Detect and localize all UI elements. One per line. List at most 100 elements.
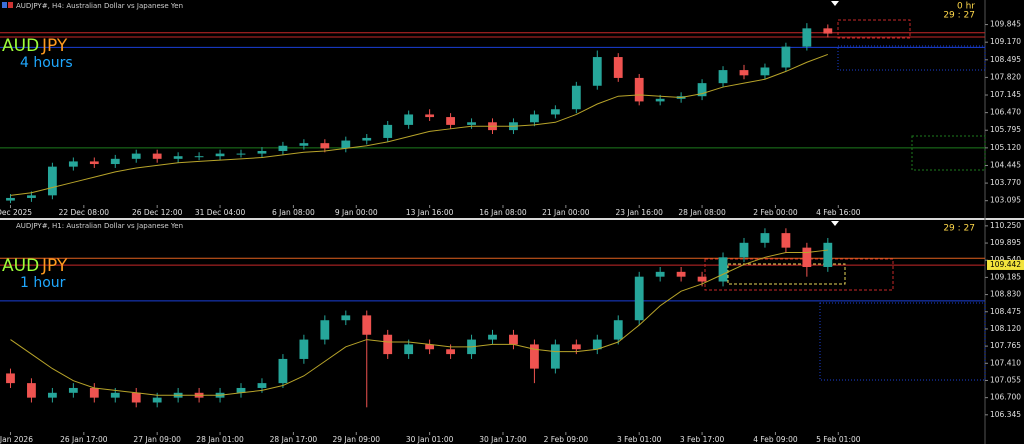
candle-body (341, 315, 351, 321)
candle-body (718, 257, 728, 282)
candle-body (530, 344, 539, 369)
countdown: 29 : 27 (943, 224, 975, 234)
candle-body (634, 77, 644, 102)
y-tick-label: 103.095 (990, 196, 1021, 205)
x-tick-label: 26 Dec 12:00 (132, 208, 183, 217)
x-tick-label: 4 Feb 09:00 (753, 435, 798, 444)
candle-body (760, 233, 770, 243)
zone-box (911, 135, 986, 171)
moving-average (10, 249, 828, 396)
candle-body (173, 156, 183, 159)
x-tick-label: 7 Dec 2025 (0, 208, 32, 217)
x-tick-label: 29 Jan 09:00 (333, 435, 381, 444)
candle-body (6, 197, 15, 201)
x-tick-label: 5 Feb 01:00 (816, 435, 861, 444)
candle-body (592, 339, 602, 350)
candle-body (152, 397, 162, 403)
x-tick-label: 31 Dec 04:00 (195, 208, 246, 217)
pair-base: AUD (2, 36, 39, 56)
y-tick-label: 107.145 (990, 90, 1021, 99)
x-tick-label: 9 Jan 00:00 (335, 208, 378, 217)
candle-body (236, 153, 246, 155)
candle-body (404, 344, 414, 355)
candle-body (110, 158, 120, 165)
candle-body (68, 387, 78, 393)
window-icon (2, 2, 7, 8)
y-tick-label: 107.055 (990, 375, 1021, 384)
x-tick-label: 2 Feb 09:00 (544, 435, 589, 444)
candle-body (613, 57, 623, 78)
y-tick-label: 109.895 (990, 238, 1021, 247)
moving-average (10, 53, 828, 196)
x-tick-label: 21 Jan 00:00 (542, 208, 590, 217)
candle-body (488, 334, 497, 340)
candle-body (446, 117, 455, 125)
candle-body (781, 233, 791, 248)
x-tick-label: 16 Jan 08:00 (479, 208, 527, 217)
candle-body (257, 150, 267, 154)
candle-body (802, 28, 812, 47)
x-tick-label: 27 Jan 09:00 (133, 435, 181, 444)
candle-body (425, 344, 435, 350)
candle-body (676, 271, 686, 277)
candle-body (739, 242, 749, 258)
candle-body (592, 57, 602, 86)
candle-body (425, 114, 435, 118)
candle-body (467, 122, 476, 125)
x-tick-label: 30 Jan 01:00 (406, 435, 454, 444)
candle-body (550, 344, 560, 369)
y-tick-label: 109.540 (990, 255, 1021, 264)
x-tick-label: 28 Jan 01:00 (196, 435, 244, 444)
candle-body (802, 247, 812, 267)
candle-body (110, 392, 120, 398)
y-tick-label: 107.820 (990, 72, 1021, 81)
y-tick-label: 109.170 (990, 37, 1021, 46)
chart-title: AUDJPY#, H1: Australian Dollar vs Japane… (16, 222, 183, 230)
candle-body (89, 387, 99, 398)
candle-body (299, 143, 309, 146)
y-tick-label: 109.845 (990, 20, 1021, 29)
y-tick-label: 109.185 (990, 272, 1021, 281)
x-tick-label: 26 Jan 17:00 (60, 435, 108, 444)
candle-body (571, 344, 581, 350)
candle-body (823, 28, 833, 34)
chart-shift-marker (831, 1, 839, 6)
candle-body (47, 166, 57, 196)
candle-body (509, 334, 518, 345)
x-tick-label: 28 Jan 17:00 (270, 435, 318, 444)
zone-box (819, 302, 986, 381)
y-tick-label: 108.120 (990, 324, 1021, 333)
candle-body (89, 161, 99, 165)
candle-body (194, 156, 204, 158)
timer-hours: 0 hr (957, 2, 975, 12)
price-tag: 109.442 (990, 260, 1021, 269)
pair-base: AUD (2, 256, 39, 276)
countdown: 29 : 27 (943, 11, 975, 21)
candle-body (6, 373, 15, 384)
candle-body (278, 358, 288, 384)
candle-body (781, 46, 791, 68)
candle-body (655, 271, 665, 277)
candle-body (613, 320, 623, 340)
candle-body (718, 70, 728, 84)
candle-body (383, 334, 393, 355)
y-tick-label: 103.770 (990, 178, 1021, 187)
candle-body (236, 387, 246, 393)
y-tick-label: 108.495 (990, 55, 1021, 64)
candle-body (68, 161, 78, 167)
x-tick-label: 13 Jan 16:00 (406, 208, 454, 217)
candle-body (131, 392, 141, 403)
candle-body (320, 143, 330, 149)
y-tick-label: 110.250 (990, 221, 1021, 230)
y-tick-label: 105.795 (990, 125, 1021, 134)
candle-body (823, 242, 833, 267)
candle-body (383, 124, 393, 138)
candle-body (152, 153, 162, 159)
timeframe: 1 hour (20, 275, 66, 291)
price-tag-box (987, 259, 1024, 270)
window-icon (8, 2, 13, 8)
y-tick-label: 106.470 (990, 108, 1021, 117)
x-tick-label: 23 Jan 16:00 (615, 208, 663, 217)
zone-box (837, 45, 986, 71)
